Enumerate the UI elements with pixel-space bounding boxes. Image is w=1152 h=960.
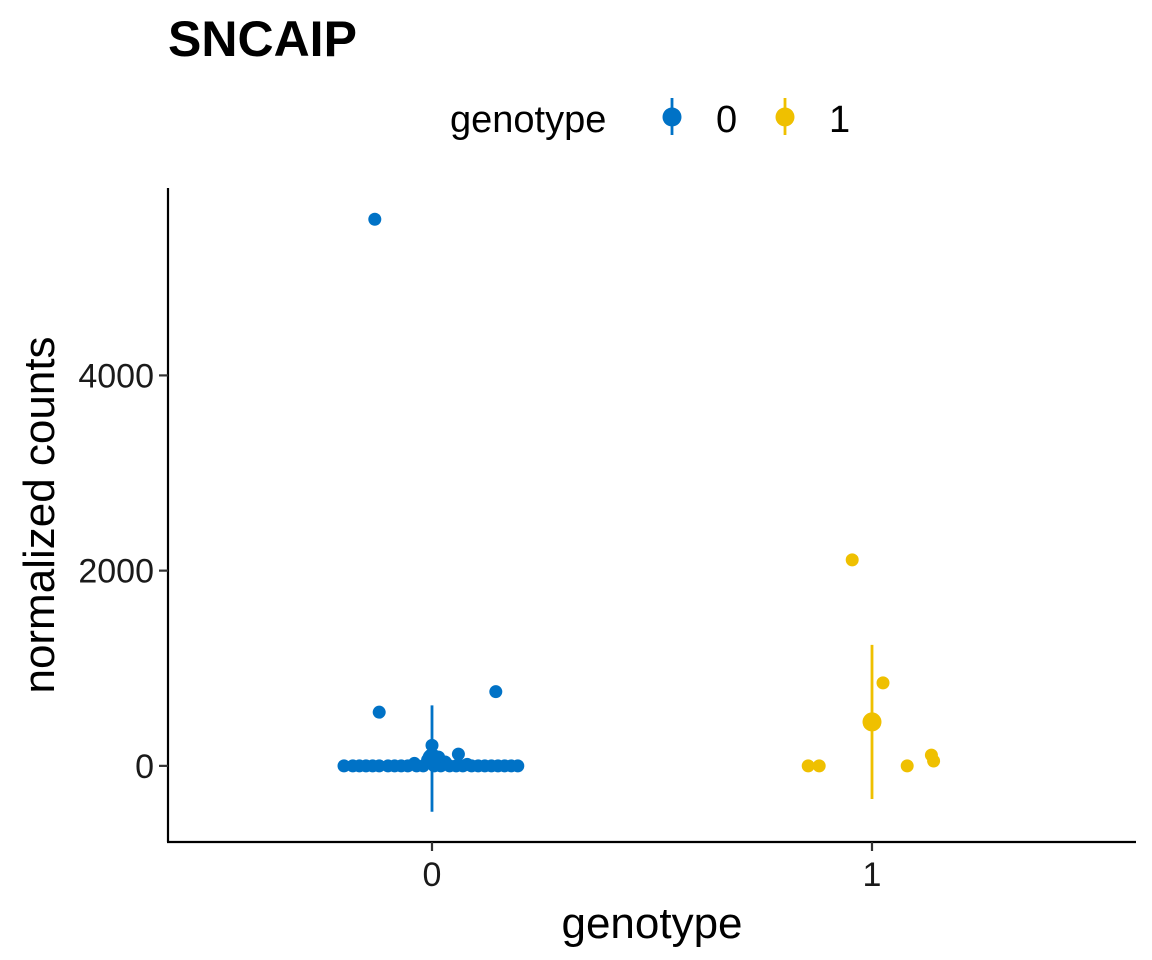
series-0: [337, 212, 525, 812]
x-axis-title: genotype: [561, 899, 742, 948]
series-1: [801, 553, 941, 800]
data-point: [372, 705, 386, 719]
y-axis-ticks: 0 2000 4000: [78, 357, 168, 786]
data-point: [900, 759, 914, 773]
data-point: [927, 754, 941, 768]
x-tick-label: 0: [423, 856, 442, 894]
legend-title: genotype: [450, 99, 606, 141]
data-point: [489, 685, 503, 699]
x-tick-label: 1: [863, 856, 882, 894]
data-point: [845, 553, 859, 567]
data-point: [451, 747, 465, 761]
y-tick-label: 4000: [78, 357, 154, 395]
data-point: [368, 212, 382, 226]
plot-area: [337, 212, 941, 812]
y-tick-label: 0: [135, 748, 154, 786]
data-point: [801, 759, 815, 773]
legend-key-point: [662, 107, 682, 127]
legend-label: 0: [716, 99, 737, 141]
legend-entry-0: 0: [662, 98, 737, 141]
legend-label: 1: [829, 99, 850, 141]
chart-title: SNCAIP: [168, 11, 357, 67]
y-axis-title: normalized counts: [15, 336, 64, 693]
mean-point: [422, 748, 442, 768]
y-tick-label: 2000: [78, 553, 154, 591]
mean-point: [862, 712, 882, 732]
data-point: [812, 759, 826, 773]
data-point: [876, 676, 890, 690]
legend-entry-1: 1: [775, 98, 850, 141]
legend-key-point: [775, 107, 795, 127]
data-point: [511, 759, 525, 773]
